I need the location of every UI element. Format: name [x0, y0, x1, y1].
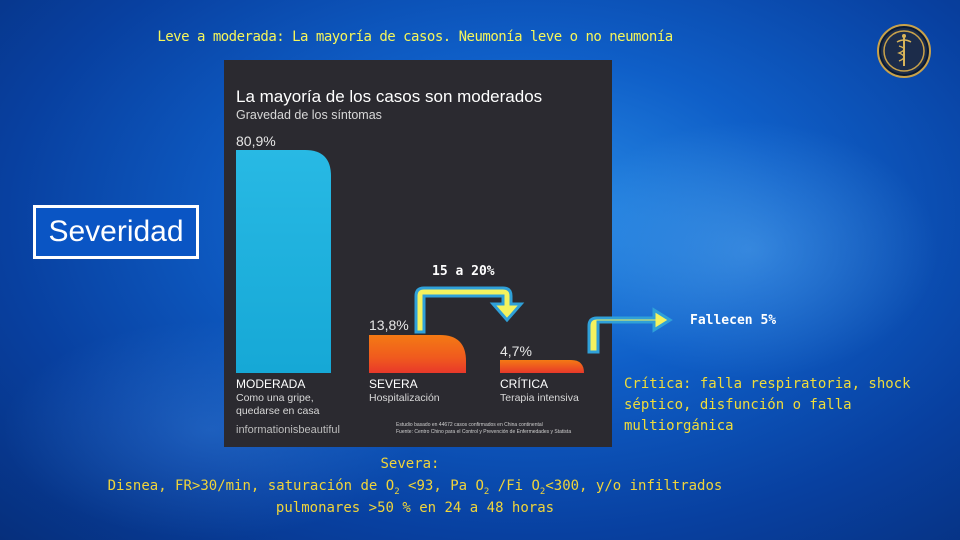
- chart-subtitle: Gravedad de los síntomas: [236, 108, 382, 122]
- source-line2: Fuente: Centro Chino para el Control y P…: [396, 429, 572, 435]
- source-line1: Estudio basado en 44672 casos confirmado…: [396, 422, 543, 428]
- severa-to-critica-arrow-outline: [414, 286, 525, 334]
- medical-emblem-logo: [877, 24, 931, 78]
- critica-desc-line2: séptico, disfunción o falla multiorgánic…: [624, 397, 852, 434]
- bar-moderada: [236, 150, 331, 373]
- desc-moderada: Como una gripe, quedarse en casa: [236, 392, 319, 418]
- severa-criteria-line1: Disnea, FR>30/min, saturación de O2 <93,…: [107, 478, 723, 497]
- desc-severa: Hospitalización: [369, 392, 440, 404]
- value-label-moderada: 80,9%: [236, 133, 276, 149]
- severity-label-box: Severidad: [33, 205, 199, 259]
- critica-to-death-arrow: [587, 307, 673, 354]
- brand-label: informationisbeautiful: [236, 424, 340, 436]
- source-note: Estudio basado en 44672 casos confirmado…: [396, 422, 571, 436]
- severity-label: Severidad: [48, 215, 184, 248]
- chart-panel: La mayoría de los casos son moderados Gr…: [224, 60, 612, 447]
- value-label-critica: 4,7%: [500, 343, 532, 359]
- bar-critica: [500, 360, 584, 373]
- category-moderada: MODERADA: [236, 377, 306, 391]
- critica-desc-line1: Crítica: falla respiratoria, shock: [624, 376, 911, 392]
- desc-moderada-line2: quedarse en casa: [236, 405, 320, 417]
- severa-title: Severa:: [380, 456, 440, 472]
- severa-criteria-line2: pulmonares >50 % en 24 a 48 horas: [275, 500, 555, 516]
- bar-severa: [369, 334, 466, 373]
- top-caption: Leve a moderada: La mayoría de casos. Ne…: [157, 29, 673, 45]
- category-severa: SEVERA: [369, 377, 418, 391]
- bar-chart: [236, 150, 584, 373]
- desc-moderada-line1: Como una gripe,: [236, 392, 314, 404]
- background-glow: [560, 120, 940, 380]
- critica-description: Crítica: falla respiratoria, shock sépti…: [624, 374, 960, 437]
- category-critica: CRÍTICA: [500, 377, 548, 391]
- arrow-percentage-label: 15 a 20%: [432, 264, 495, 279]
- death-label: Fallecen 5%: [690, 313, 777, 328]
- desc-critica: Terapia intensiva: [500, 392, 579, 404]
- chart-title: La mayoría de los casos son moderados: [236, 87, 543, 106]
- value-label-severa: 13,8%: [369, 317, 409, 333]
